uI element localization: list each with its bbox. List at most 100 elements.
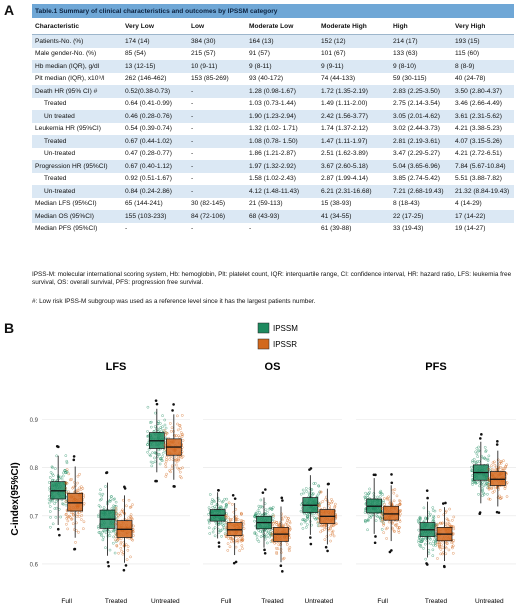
jitter-point-ipssm	[302, 491, 306, 495]
jitter-point-ipssm	[223, 522, 227, 526]
jitter-point-ipssm	[211, 530, 215, 534]
table-cell: 3.85 (2.74-5.42)	[390, 172, 452, 185]
jitter-point-ipssm	[305, 489, 308, 493]
table-cell: -	[188, 85, 246, 98]
jitter-point-ipssm	[480, 489, 484, 493]
jitter-point-ipssr	[398, 502, 402, 506]
jitter-point-ipssm	[109, 495, 113, 498]
jitter-point-ipssr	[178, 470, 182, 474]
table-row: Hb median (IQR), g/dl 13 (12-15) 10 (9-11)…	[32, 60, 515, 73]
jitter-point-ipssm	[304, 487, 308, 490]
jitter-point-ipssr	[71, 511, 75, 515]
table-cell: 9 (8-10)	[390, 60, 452, 73]
outlier-ipssr	[443, 565, 446, 569]
jitter-point-ipssr	[82, 520, 86, 524]
table-cell: 1.90 (1.23-2.94)	[246, 110, 318, 123]
jitter-point-ipssr	[319, 501, 322, 505]
jitter-point-ipssr	[386, 526, 389, 530]
jitter-point-ipssm	[47, 481, 51, 484]
jitter-point-ipssr	[500, 496, 504, 499]
jitter-point-ipssm	[104, 546, 107, 550]
x-tick-label: Treated	[425, 598, 448, 605]
outlier-ipssr	[495, 443, 499, 446]
jitter-point-ipssm	[306, 513, 309, 517]
jitter-point-ipssr	[169, 429, 173, 433]
jitter-point-ipssr	[127, 516, 130, 520]
outlier-ipssm	[425, 489, 429, 492]
jitter-point-ipssm	[431, 554, 435, 557]
jitter-point-ipssr	[435, 524, 439, 527]
jitter-point-ipssm	[301, 488, 305, 492]
box-ipssr	[67, 492, 84, 512]
jitter-point-ipssr	[383, 497, 386, 500]
outlier-ipssr	[495, 510, 499, 514]
outlier-ipssm	[217, 545, 221, 548]
jitter-point-ipssr	[165, 456, 168, 459]
table-cell: 1.03 (0.73-1.44)	[246, 97, 318, 110]
jitter-point-ipssr	[436, 557, 439, 560]
jitter-point-ipssr	[503, 487, 507, 490]
x-tick-label: Untreated	[475, 598, 504, 605]
jitter-point-ipssm	[164, 426, 168, 430]
jitter-point-ipssm	[476, 460, 479, 463]
jitter-point-ipssm	[309, 493, 313, 497]
jitter-point-ipssr	[78, 486, 82, 490]
jitter-point-ipssm	[49, 516, 52, 519]
jitter-point-ipssr	[124, 543, 128, 546]
jitter-point-ipssm	[266, 532, 269, 535]
outlier-ipssr	[234, 560, 238, 564]
outlier-ipssr	[122, 568, 126, 572]
table-cell: 1.08 (0.78- 1.50)	[246, 135, 318, 148]
jitter-point-ipssm	[378, 495, 382, 498]
outlier-ipssr	[444, 501, 447, 505]
jitter-point-ipssr	[498, 496, 502, 500]
jitter-point-ipssm	[146, 450, 149, 454]
jitter-point-ipssm	[316, 521, 320, 525]
jitter-point-ipssm	[315, 494, 319, 498]
jitter-point-ipssr	[118, 512, 122, 516]
outlier-ipssr	[172, 485, 176, 488]
jitter-point-ipssr	[288, 521, 292, 525]
jitter-point-ipssm	[428, 514, 431, 518]
jitter-point-ipssm	[317, 492, 321, 496]
jitter-point-ipssm	[481, 487, 485, 491]
jitter-point-ipssr	[241, 547, 244, 550]
table-cell: 193 (15)	[452, 34, 515, 48]
outlier-ipssr	[72, 458, 76, 462]
jitter-point-ipssr	[76, 474, 80, 478]
jitter-point-ipssr	[493, 460, 496, 464]
jitter-point-ipssr	[70, 517, 73, 521]
jitter-point-ipssr	[164, 462, 167, 466]
jitter-point-ipssm	[486, 459, 490, 462]
jitter-point-ipssr	[288, 549, 291, 553]
jitter-point-ipssr	[66, 519, 70, 523]
jitter-point-ipssr	[234, 545, 238, 549]
jitter-point-ipssm	[253, 531, 257, 534]
jitter-point-ipssr	[236, 540, 240, 544]
jitter-point-ipssr	[487, 487, 491, 491]
column-header: Low	[188, 18, 246, 35]
jitter-point-ipssr	[230, 517, 234, 521]
jitter-point-ipssr	[270, 532, 274, 536]
jitter-point-ipssm	[379, 489, 383, 493]
jitter-point-ipssr	[114, 506, 118, 510]
legend-label-ipssm: IPSSM	[273, 324, 298, 333]
jitter-point-ipssr	[77, 489, 80, 492]
jitter-point-ipssr	[277, 523, 280, 527]
table-cell: -	[188, 97, 246, 110]
jitter-point-ipssr	[80, 485, 83, 489]
jitter-point-ipssm	[304, 519, 308, 523]
jitter-point-ipssm	[153, 451, 157, 454]
jitter-point-ipssm	[376, 495, 379, 499]
jitter-point-ipssr	[323, 538, 327, 541]
table-cell: 19 (14-27)	[452, 222, 515, 235]
jitter-point-ipssm	[161, 455, 164, 458]
jitter-point-ipssr	[234, 514, 238, 518]
jitter-point-ipssr	[65, 522, 68, 526]
box-ipssr	[489, 471, 506, 486]
row-label: Median LFS (95%CI)	[32, 197, 122, 210]
jitter-point-ipssm	[418, 543, 422, 547]
jitter-point-ipssm	[98, 505, 102, 509]
jitter-point-ipssm	[150, 464, 154, 468]
jitter-point-ipssr	[273, 541, 276, 545]
